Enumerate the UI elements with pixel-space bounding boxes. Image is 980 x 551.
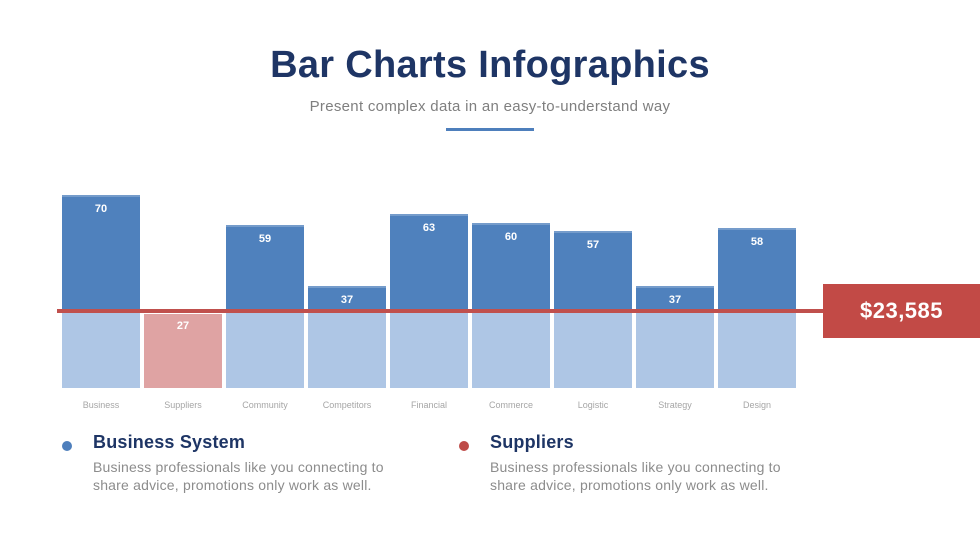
bar-segment-above-line: 57: [554, 230, 632, 311]
bar-chart: 70 27 59 37 63 60 57 37 58 $23,585 Business Suppl…: [0, 170, 980, 410]
bar-value-label: 37: [668, 294, 682, 306]
category-label: Design: [742, 400, 771, 410]
legend-item-suppliers: Suppliers Business professionals like yo…: [459, 432, 808, 494]
bar: 63: [390, 214, 468, 388]
bar-segment-below-line: [226, 310, 304, 388]
category-label: Suppliers: [164, 400, 202, 410]
bar-value-label: 70: [94, 203, 108, 216]
bar-segment-below-line: [308, 310, 386, 388]
bar-value-label: 57: [586, 238, 600, 251]
bar-segment-below-line: [62, 310, 140, 388]
legend-description: Business professionals like you connecti…: [93, 459, 384, 494]
category-label: Logistic: [577, 400, 609, 410]
bar-segment-below-line: [390, 310, 468, 388]
bar-segment-highlight: 27: [144, 313, 222, 388]
bar-value-label: 27: [176, 319, 190, 332]
legend-title: Suppliers: [490, 432, 574, 452]
bar-segment-above-line: 37: [636, 286, 714, 311]
bar-segment-below-line: [636, 310, 714, 388]
bars-container: 70 27 59 37 63 60 57 37 58: [62, 195, 796, 388]
category-label: Strategy: [658, 400, 692, 410]
legend-title: Business System: [93, 432, 246, 452]
category-label: Community: [242, 400, 288, 410]
bar-segment-below-line: [718, 310, 796, 388]
red-dot-icon: [459, 441, 469, 451]
bar-segment-above-line: 37: [308, 286, 386, 311]
page-subtitle: Present complex data in an easy-to-under…: [309, 98, 671, 115]
category-labels-row: Business Suppliers Community Competitors Fin…: [62, 400, 796, 410]
bar-value-label: 58: [750, 236, 764, 249]
legend-item-business-system: Business System Business professionals l…: [62, 432, 411, 494]
bar-segment-below-line: [554, 310, 632, 388]
threshold-line: [57, 309, 823, 313]
bar: 57: [554, 230, 632, 388]
legend-description: Business professionals like you connecti…: [490, 459, 781, 494]
category-label: Competitors: [322, 400, 372, 410]
bar: 59: [226, 225, 304, 388]
bar-value-label: 60: [504, 230, 518, 243]
bar-segment-above-line: 60: [472, 222, 550, 311]
bar: 60: [472, 222, 550, 388]
bar-segment-above-line: 59: [226, 225, 304, 311]
title-underline-accent: [446, 128, 534, 131]
bar: 37: [308, 286, 386, 388]
bar-segment-above-line: 70: [62, 195, 140, 311]
bar: 37: [636, 286, 714, 388]
bar-value-label: 37: [340, 294, 354, 306]
threshold-badge: $23,585: [823, 284, 980, 338]
page-title: Bar Charts Infographics: [270, 44, 710, 86]
category-label: Commerce: [488, 400, 533, 410]
bar-segment-above-line: 63: [390, 214, 468, 311]
bar-segment-below-line: [472, 310, 550, 388]
bar-segment-above-line: 58: [718, 228, 796, 311]
bar-value-label: 59: [258, 233, 272, 246]
blue-dot-icon: [62, 441, 72, 451]
category-label: Business: [82, 400, 120, 410]
bar: 70: [62, 195, 140, 388]
category-label: Financial: [410, 400, 448, 410]
bar: 58: [718, 228, 796, 388]
bar-value-label: 63: [422, 222, 436, 235]
bar: 27: [144, 313, 222, 388]
